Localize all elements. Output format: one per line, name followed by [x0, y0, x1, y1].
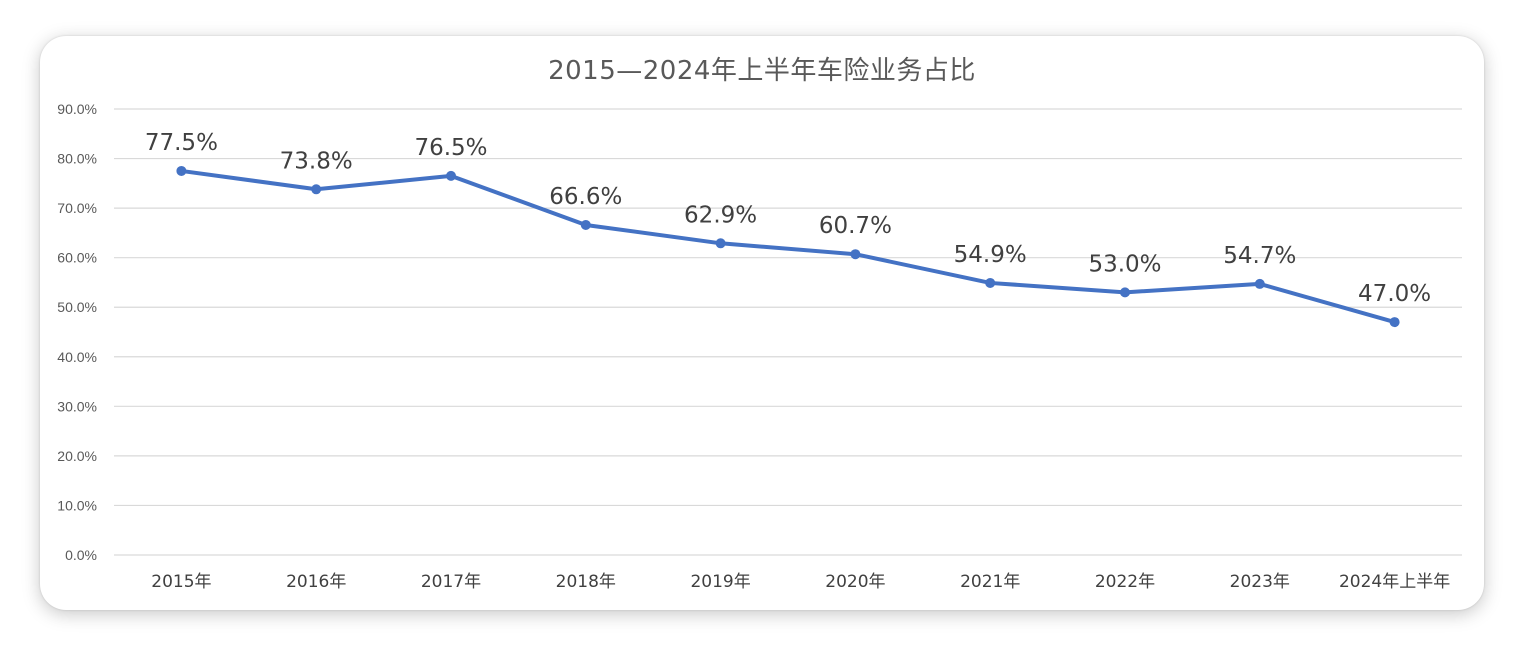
- x-tick-label: 2020年: [825, 572, 885, 592]
- data-label: 66.6%: [549, 184, 622, 210]
- data-label: 47.0%: [1358, 281, 1431, 307]
- y-tick-label: 50.0%: [57, 299, 97, 315]
- series-line: [176, 165, 1400, 328]
- data-labels: 77.5% 73.8% 76.5% 66.6% 62.9% 60.7% 54.9% 53.0%…: [145, 130, 1431, 307]
- x-tick-label: 2016年: [286, 572, 346, 592]
- x-tick-label: 2015年: [151, 572, 211, 592]
- data-point: [580, 219, 591, 230]
- x-tick-label: 2022年: [1095, 572, 1155, 592]
- data-label: 54.7%: [1223, 243, 1296, 269]
- y-tick-label: 80.0%: [57, 151, 97, 167]
- x-tick-label: 2019年: [690, 572, 750, 592]
- data-point: [850, 249, 861, 260]
- y-tick-label: 40.0%: [57, 349, 97, 365]
- y-tick-label: 20.0%: [57, 448, 97, 464]
- y-axis-ticks: 0.0% 10.0% 20.0% 30.0% 40.0% 50.0% 60.0% 70.0% 8…: [57, 101, 97, 563]
- data-label: 53.0%: [1088, 251, 1161, 277]
- x-axis-ticks: 2015年 2016年 2017年 2018年 2019年 2020年 2021年 2022年…: [151, 572, 1450, 592]
- y-tick-label: 10.0%: [57, 497, 97, 513]
- data-point: [1120, 287, 1130, 298]
- data-point: [311, 184, 322, 195]
- data-label: 62.9%: [684, 202, 757, 228]
- y-tick-label: 70.0%: [57, 200, 97, 216]
- data-label: 73.8%: [280, 148, 353, 174]
- data-point: [176, 165, 187, 176]
- y-tick-label: 0.0%: [65, 547, 97, 563]
- x-tick-label: 2018年: [556, 572, 616, 592]
- chart-title: 2015—2024年上半年车险业务占比: [548, 56, 976, 86]
- gridlines: [114, 108, 1462, 556]
- data-label: 77.5%: [145, 130, 218, 156]
- y-tick-label: 90.0%: [57, 101, 97, 117]
- data-point: [1254, 278, 1265, 289]
- data-label: 60.7%: [819, 213, 892, 239]
- y-tick-label: 60.0%: [57, 250, 97, 266]
- y-tick-label: 30.0%: [57, 398, 97, 414]
- x-tick-label: 2017年: [421, 572, 481, 592]
- x-tick-label: 2024年上半年: [1339, 572, 1450, 592]
- data-point: [446, 170, 456, 181]
- data-label: 76.5%: [414, 135, 487, 161]
- x-tick-label: 2021年: [960, 572, 1020, 592]
- chart-card: 0.0% 10.0% 20.0% 30.0% 40.0% 50.0% 60.0% 70.0% 8…: [40, 36, 1484, 610]
- x-tick-label: 2023年: [1230, 572, 1290, 592]
- series-line-path: [179, 168, 1397, 325]
- data-label: 54.9%: [954, 242, 1027, 268]
- data-point: [1389, 317, 1400, 328]
- line-chart: 0.0% 10.0% 20.0% 30.0% 40.0% 50.0% 60.0% 70.0% 8…: [57, 101, 1462, 592]
- data-point: [985, 277, 996, 288]
- data-point: [715, 238, 726, 249]
